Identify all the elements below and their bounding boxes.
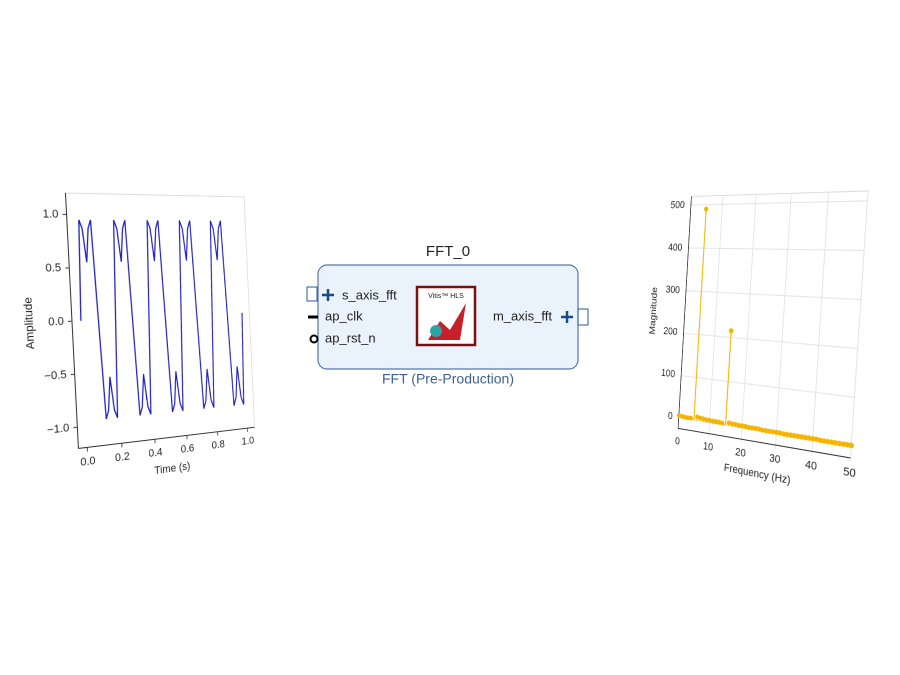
y-axis-label: Magnitude [648, 286, 660, 334]
signal-chart: −1.0 −0.5 0.0 0.5 1.0 0.0 0.2 0.4 0.6 0.8 1.0 Time … [7, 170, 269, 503]
x-tick-label: 10 [703, 440, 714, 454]
ip-block: FFT_0 FFT (Pre-Production) s_axis_fft ap… [300, 235, 600, 395]
x-tick-label: 0.2 [115, 450, 130, 464]
y-tick-label: −0.5 [44, 369, 67, 383]
x-axis-label: Time (s) [154, 460, 190, 477]
rst-pin [311, 336, 318, 343]
x-tick-label: 0 [675, 435, 681, 447]
y-tick-label: 300 [666, 284, 681, 296]
y-tick-label: 0 [668, 411, 674, 423]
bus-icon [307, 287, 317, 301]
x-tick-label: 50 [843, 465, 857, 481]
y-tick-label: −1.0 [47, 422, 70, 437]
x-tick-label: 0.4 [148, 446, 163, 460]
port-in: s_axis_fft [342, 287, 397, 302]
port-in: ap_clk [325, 308, 363, 323]
y-tick-label: 500 [670, 199, 685, 211]
y-tick-label: 400 [668, 242, 683, 254]
x-tick-label: 30 [769, 452, 781, 467]
port-out: m_axis_fft [493, 308, 552, 323]
y-axis-label: Amplitude [22, 297, 37, 350]
y-tick-label: 100 [661, 368, 676, 381]
logo-gear [430, 325, 442, 337]
x-tick-label: 0.8 [211, 438, 225, 451]
x-tick-label: 20 [735, 446, 747, 460]
x-axis-label: Frequency (Hz) [724, 462, 791, 487]
y-tick-label: 200 [663, 326, 678, 339]
page: −1.0 −0.5 0.0 0.5 1.0 0.0 0.2 0.4 0.6 0.8 1.0 Time … [0, 0, 900, 675]
x-tick-label: 1.0 [241, 435, 254, 448]
y-tick-label: 1.0 [42, 208, 58, 221]
block-label: FFT (Pre-Production) [382, 371, 514, 387]
spectrum-chart: 0 100 200 300 400 500 0 10 20 30 40 50 Frequency (Hz… [635, 168, 885, 509]
x-tick-label: 40 [805, 459, 818, 474]
x-tick-label: 0.6 [180, 442, 194, 455]
y-tick-label: 0.0 [48, 315, 64, 328]
port-in: ap_rst_n [325, 330, 376, 345]
y-tick-label: 0.5 [45, 262, 61, 275]
logo-text: Vitis™ HLS [428, 293, 464, 300]
plot-area [65, 193, 254, 448]
x-tick-label: 0.0 [80, 455, 96, 469]
block-name: FFT_0 [426, 243, 470, 260]
bus-icon [578, 309, 588, 325]
